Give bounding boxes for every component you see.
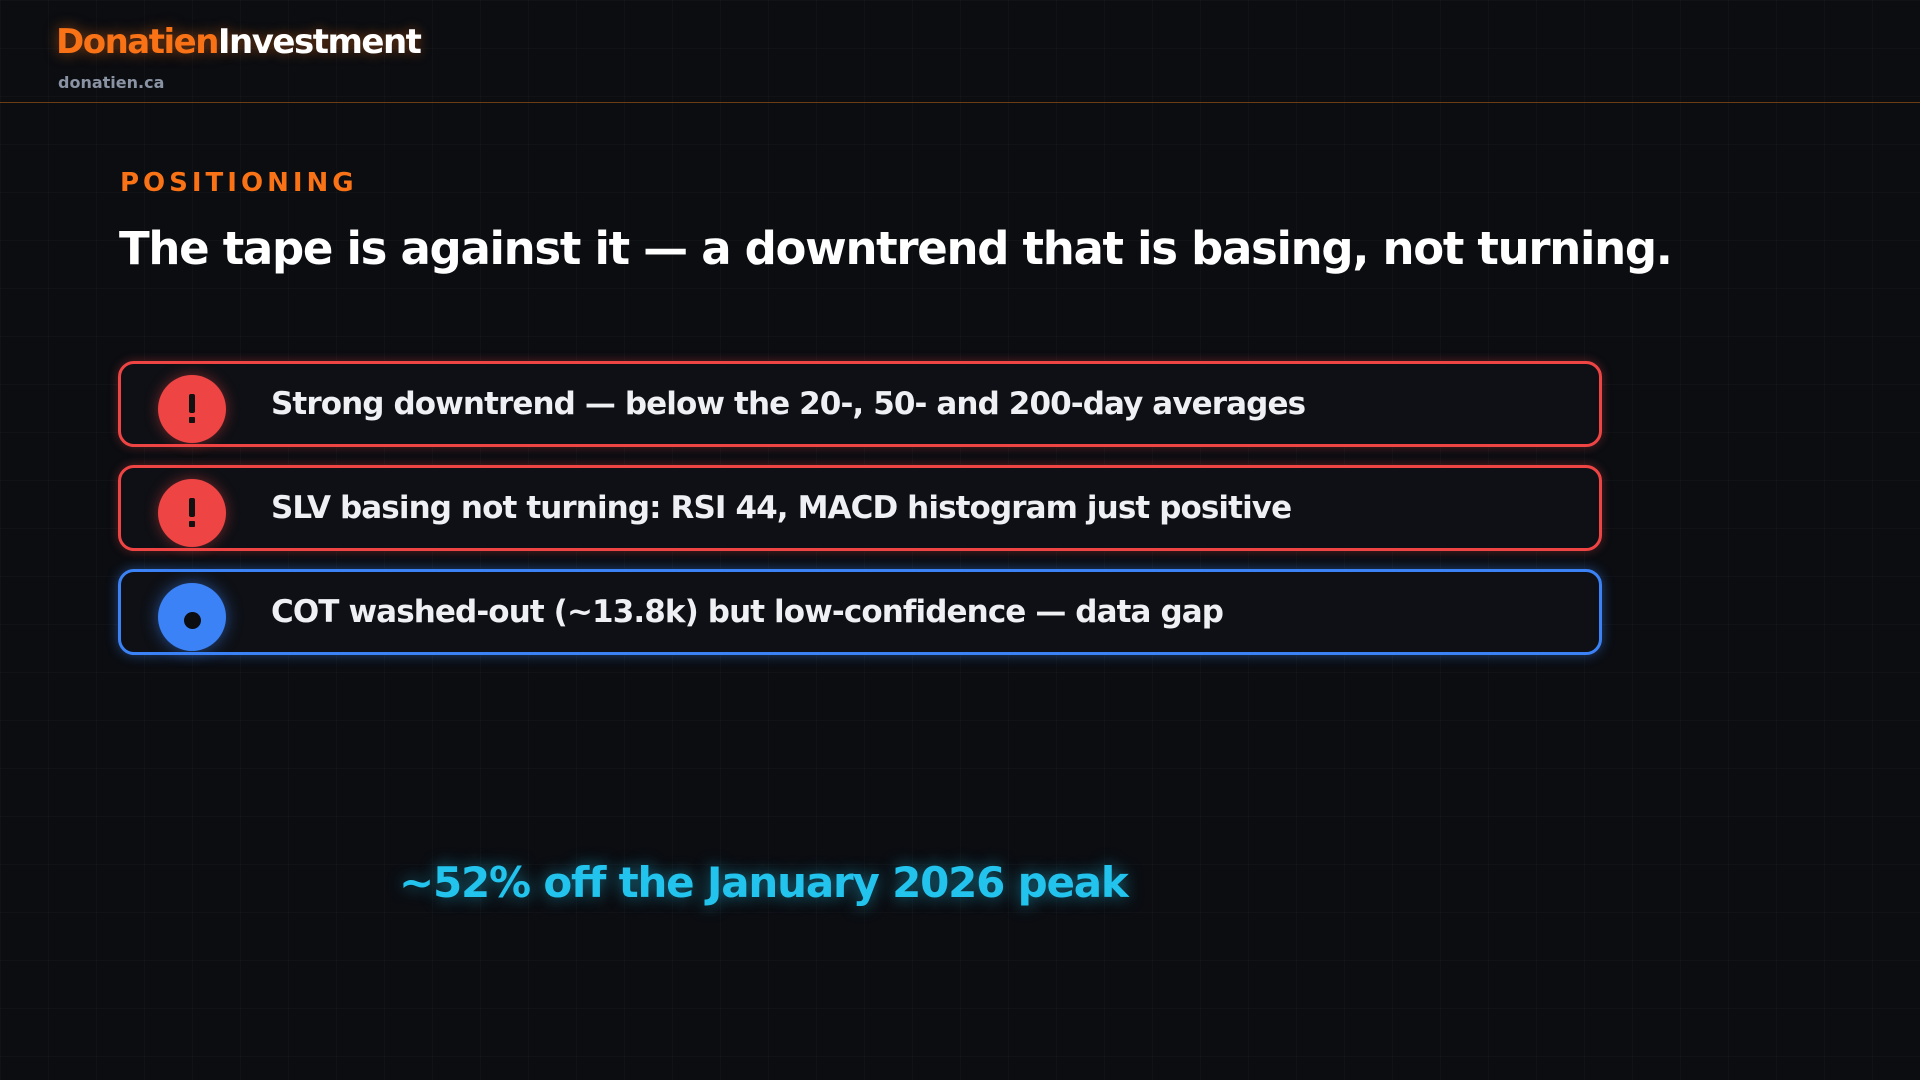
point-text: Strong downtrend — below the 20-, 50- an…: [271, 386, 1306, 422]
brand-name-part1: Donatien: [56, 22, 219, 62]
section-eyebrow: POSITIONING: [120, 168, 358, 198]
point-card-cot: COT washed-out (~13.8k) but low-confiden…: [118, 569, 1602, 655]
info-badge: [158, 583, 226, 651]
point-text: COT washed-out (~13.8k) but low-confiden…: [271, 594, 1224, 630]
brand-logo: DonatienInvestment: [56, 22, 422, 63]
brand-domain: donatien.ca: [58, 73, 165, 92]
header: DonatienInvestment donatien.ca: [0, 0, 1920, 103]
warning-badge: [158, 479, 226, 547]
point-list: Strong downtrend — below the 20-, 50- an…: [118, 361, 1602, 673]
exclamation-icon: [189, 498, 195, 528]
point-card-slv: SLV basing not turning: RSI 44, MACD his…: [118, 465, 1602, 551]
dot-icon: [183, 611, 201, 629]
callout-stat: ~52% off the January 2026 peak: [399, 858, 1129, 907]
warning-badge: [158, 375, 226, 443]
exclamation-icon: [189, 394, 195, 424]
brand-name-part2: Investment: [217, 22, 422, 62]
slide-headline: The tape is against it — a downtrend tha…: [119, 222, 1673, 275]
point-card-downtrend: Strong downtrend — below the 20-, 50- an…: [118, 361, 1602, 447]
point-text: SLV basing not turning: RSI 44, MACD his…: [271, 490, 1292, 526]
